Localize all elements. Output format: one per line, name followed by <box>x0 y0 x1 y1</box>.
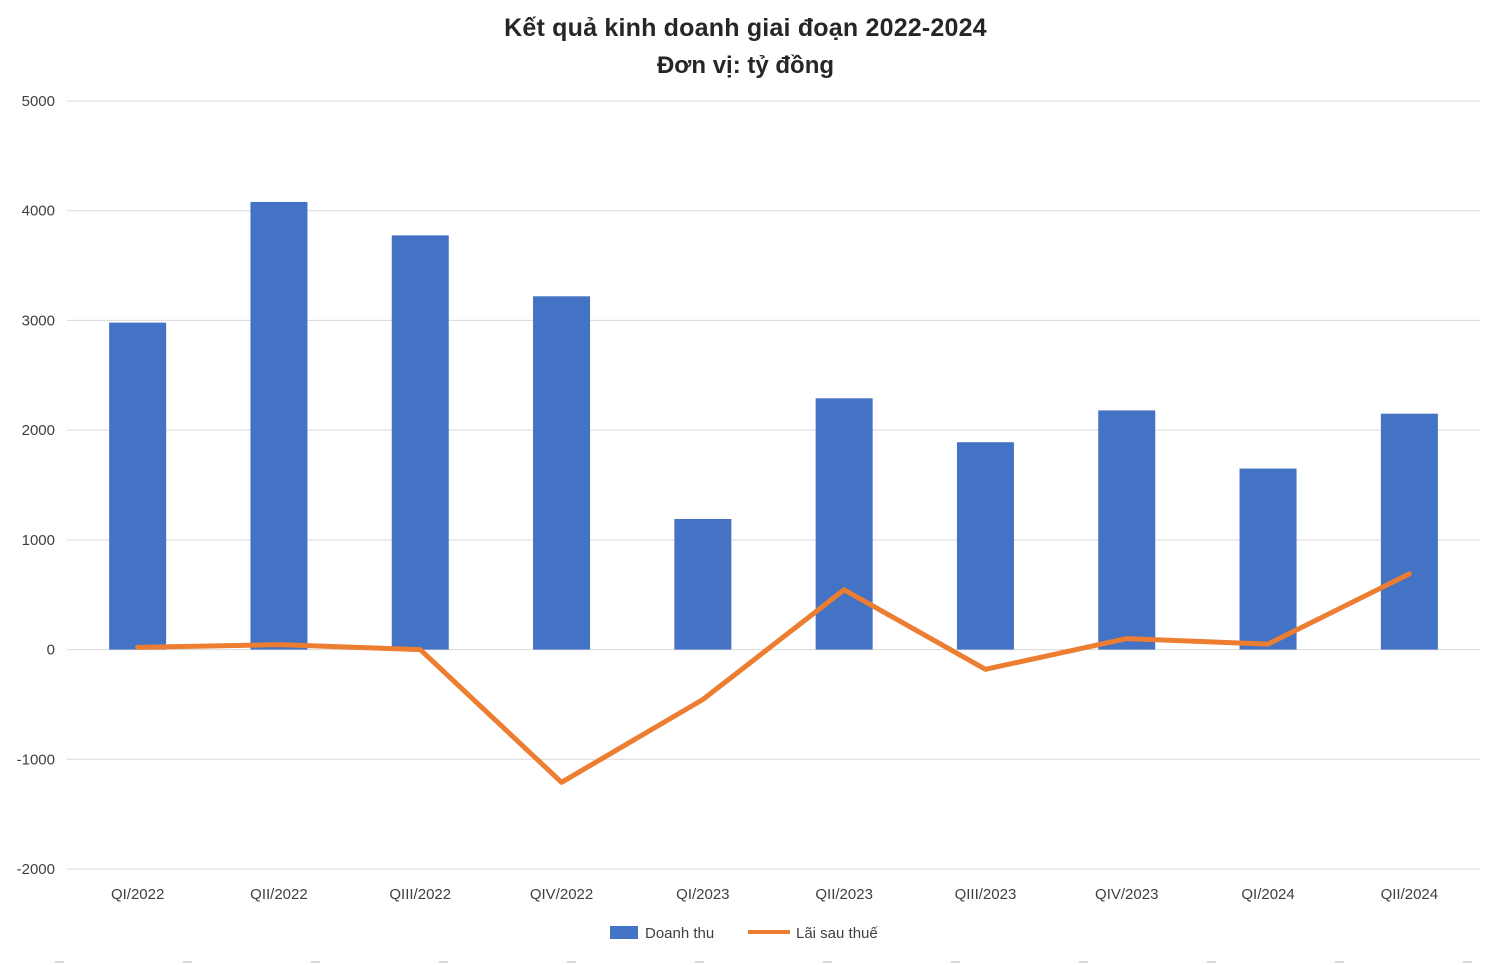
x-axis-label: QIV/2023 <box>1095 886 1158 903</box>
chart-subtitle: Đơn vị: tỷ đồng <box>656 52 835 79</box>
bar <box>956 442 1014 650</box>
bar <box>533 296 591 650</box>
profit-line <box>135 571 1412 785</box>
x-axis-label: QII/2022 <box>250 886 308 903</box>
bar <box>1380 413 1438 650</box>
y-tick-label: 2000 <box>22 422 55 439</box>
y-tick-label: 1000 <box>22 532 55 549</box>
y-tick-label: -2000 <box>17 861 55 878</box>
x-axis-label: QIV/2022 <box>530 886 593 903</box>
y-tick-label: 0 <box>47 642 55 659</box>
y-tick-label: -1000 <box>17 751 55 768</box>
bar <box>1239 468 1297 650</box>
legend-line-label: Lãi sau thuế <box>796 925 878 942</box>
x-axis-label: QII/2023 <box>815 886 873 903</box>
chart-title: Kết quả kinh doanh giai đoạn 2022-2024 <box>504 14 987 42</box>
x-axis-label: QII/2024 <box>1381 886 1439 903</box>
bar <box>391 235 449 650</box>
x-axis-label: QIII/2023 <box>955 886 1017 903</box>
bar <box>109 322 167 650</box>
bar <box>815 398 873 650</box>
x-axis-label: QI/2024 <box>1241 886 1294 903</box>
x-axis-label: QI/2023 <box>676 886 729 903</box>
legend-bar-label: Doanh thu <box>645 925 714 942</box>
legend-bar-swatch <box>610 926 638 939</box>
y-tick-label: 4000 <box>22 203 55 220</box>
x-axis-label: QI/2022 <box>111 886 164 903</box>
x-axis-label: QIII/2022 <box>389 886 451 903</box>
bar <box>674 519 732 650</box>
y-tick-label: 3000 <box>22 312 55 329</box>
bar <box>1098 410 1156 650</box>
y-tick-label: 5000 <box>22 93 55 110</box>
bar <box>250 201 308 650</box>
